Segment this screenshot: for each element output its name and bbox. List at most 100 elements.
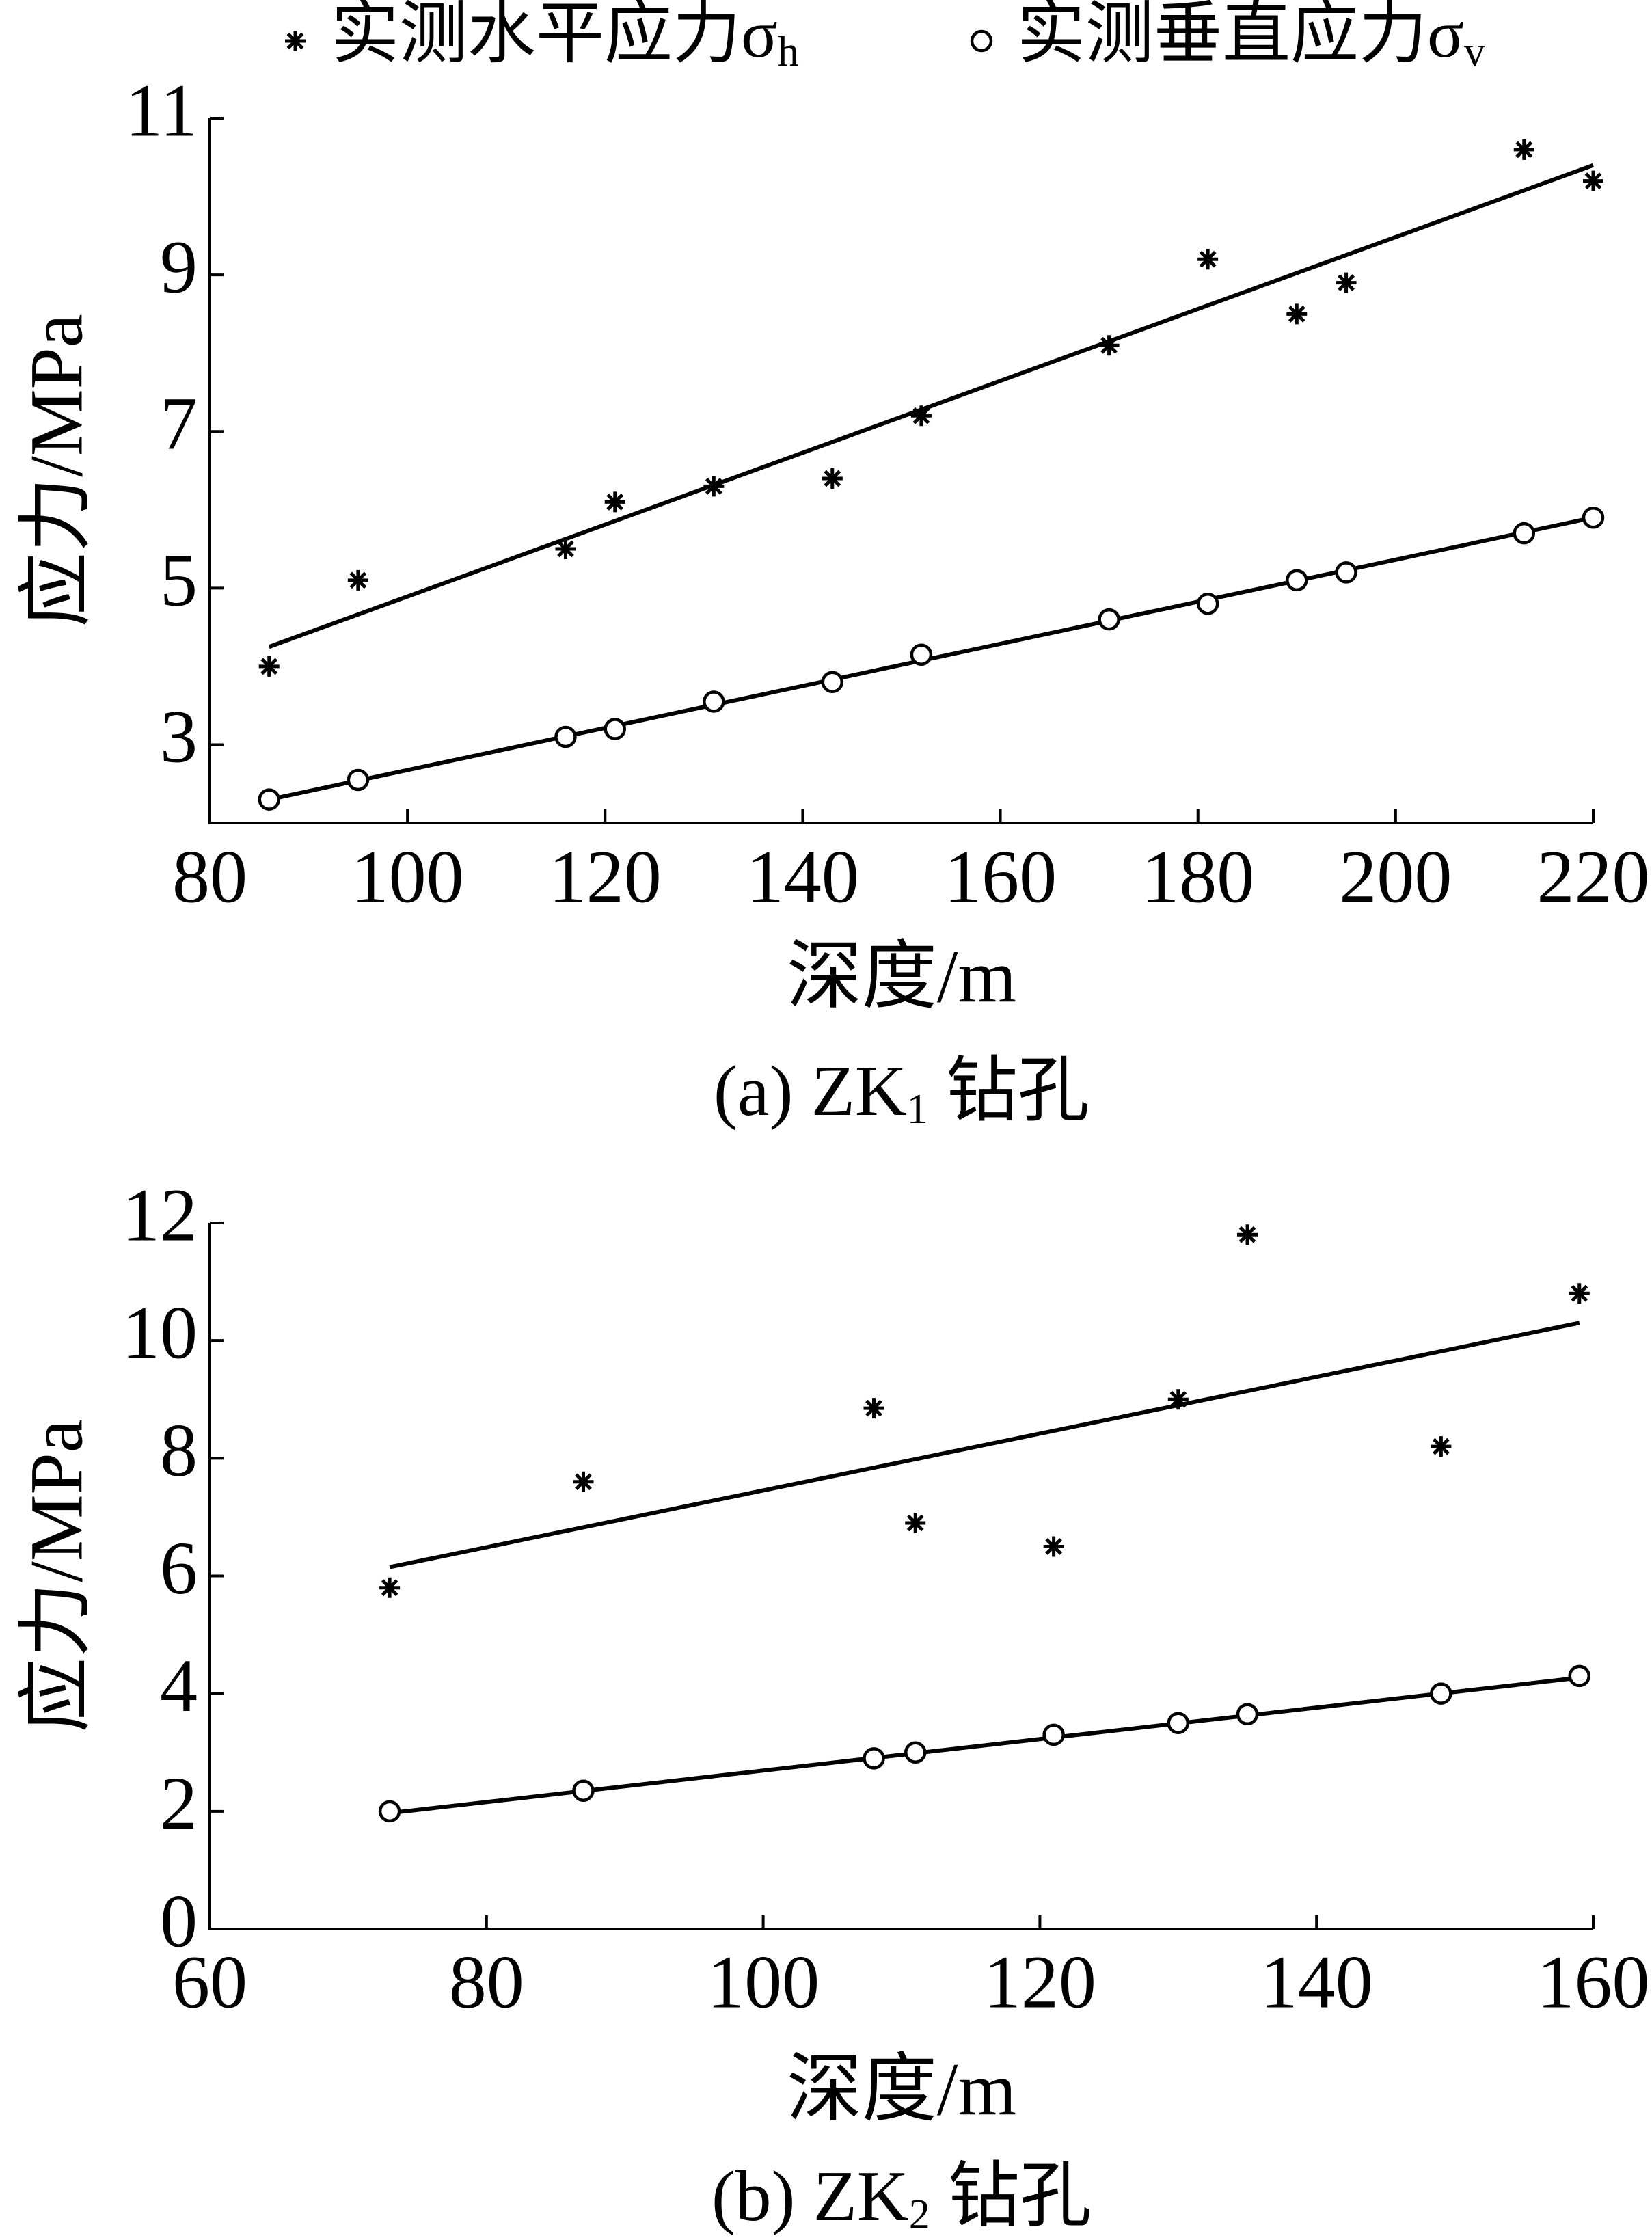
fit-line [268, 163, 1595, 649]
circle-marker [821, 671, 844, 694]
star-stroke [1513, 139, 1534, 160]
star-marker [910, 405, 932, 427]
x-axis-title: 深度/m [787, 2047, 1016, 2131]
star-stroke [573, 1471, 594, 1492]
x-tick-label: 160 [944, 835, 1057, 918]
circle-marker [1167, 1712, 1190, 1734]
x-tick-label: 80 [449, 1940, 524, 2023]
star-marker [1237, 1224, 1258, 1245]
y-tick-label: 0 [160, 1879, 198, 1962]
legend-subscript: h [778, 29, 799, 75]
circle-marker [1196, 592, 1219, 615]
star-marker [822, 468, 843, 489]
y-tick-label: 3 [160, 695, 198, 779]
caption-rest: 钻孔 [928, 1051, 1089, 1131]
star-marker [1167, 1389, 1189, 1410]
circle-marker [378, 1800, 401, 1823]
x-tick-label: 180 [1141, 835, 1254, 918]
star-marker [1098, 335, 1120, 356]
x-tick-label: 200 [1339, 835, 1452, 918]
x-tick-label: 100 [351, 835, 464, 918]
star-marker [573, 1471, 594, 1492]
circle-marker [1042, 1723, 1065, 1746]
circle-marker [258, 788, 280, 811]
x-tick-label: 220 [1537, 835, 1650, 918]
caption: (b) ZK2 钻孔 [712, 2156, 1092, 2238]
x-tick-label: 140 [746, 835, 859, 918]
circle-marker [1430, 1682, 1452, 1705]
circle-marker [1582, 506, 1605, 529]
star-stroke [910, 405, 932, 427]
star-marker [604, 491, 625, 513]
star-stroke [1569, 1283, 1590, 1304]
caption-subscript: 2 [909, 2191, 930, 2238]
y-tick-label: 7 [160, 381, 198, 465]
star-marker [555, 539, 576, 560]
circle-marker [572, 1779, 595, 1802]
legend-label: 实测水平应力σh [331, 0, 799, 75]
star-stroke [604, 491, 625, 513]
circle-marker [604, 718, 626, 740]
star-stroke [1237, 1224, 1258, 1245]
caption-main: (b) ZK [712, 2156, 909, 2236]
star-marker [1569, 1283, 1590, 1304]
star-stroke [347, 569, 368, 591]
star-stroke [863, 1398, 884, 1419]
y-tick-label: 2 [160, 1762, 198, 1845]
star-marker [1583, 170, 1603, 191]
star-marker [863, 1398, 884, 1419]
x-axis-title: 深度/m [787, 934, 1016, 1018]
circle-marker [863, 1747, 885, 1770]
circle-marker [970, 29, 993, 53]
y-tick-label: 4 [160, 1644, 198, 1727]
caption-subscript: 1 [907, 1086, 928, 1133]
x-tick-label: 60 [172, 1940, 247, 2023]
star-stroke [1043, 1536, 1064, 1557]
circle-marker [1568, 1664, 1591, 1688]
star-marker [1043, 1536, 1064, 1557]
star-stroke [379, 1577, 401, 1598]
y-axis-title: 应力/MPa [14, 1419, 98, 1732]
x-tick-label: 140 [1260, 1940, 1373, 2023]
star-stroke [555, 539, 576, 560]
star-stroke [1431, 1436, 1452, 1457]
y-tick-label: 9 [160, 225, 198, 308]
star-marker [703, 476, 725, 497]
circle-marker [554, 725, 577, 748]
star-stroke [1336, 272, 1357, 293]
legend-name: 实测水平应力σ [331, 0, 778, 72]
caption-main: (a) ZK [714, 1051, 907, 1131]
fit-line [389, 1675, 1580, 1816]
circle-marker [347, 768, 370, 792]
star-stroke [1583, 170, 1603, 191]
star-marker [1431, 1436, 1452, 1457]
circle-marker [1236, 1703, 1259, 1726]
star-stroke [285, 31, 306, 51]
star-stroke [1098, 335, 1120, 356]
star-marker [1197, 249, 1219, 270]
y-tick-label: 8 [160, 1409, 198, 1492]
axes [208, 118, 1593, 824]
y-axis-title: 应力/MPa [14, 314, 98, 627]
star-stroke [822, 468, 843, 489]
y-tick-label: 12 [122, 1173, 198, 1256]
y-tick-label: 6 [160, 1526, 198, 1610]
star-marker [347, 569, 368, 591]
legend-name: 实测垂直应力σ [1017, 0, 1464, 72]
caption-rest: 钻孔 [930, 2156, 1092, 2236]
circle-marker [1335, 561, 1357, 584]
fit-line [389, 1321, 1580, 1569]
x-tick-label: 120 [984, 1940, 1096, 2023]
y-tick-label: 10 [122, 1291, 198, 1374]
star-stroke [1286, 303, 1308, 325]
caption: (a) ZK1 钻孔 [714, 1051, 1089, 1133]
x-tick-label: 160 [1537, 1940, 1650, 2023]
circle-marker [703, 690, 725, 713]
circle-marker [904, 1741, 927, 1764]
legend-label: 实测垂直应力σv [1017, 0, 1485, 75]
x-tick-label: 80 [172, 835, 247, 918]
star-marker [258, 656, 280, 677]
y-tick-label: 11 [125, 68, 198, 152]
